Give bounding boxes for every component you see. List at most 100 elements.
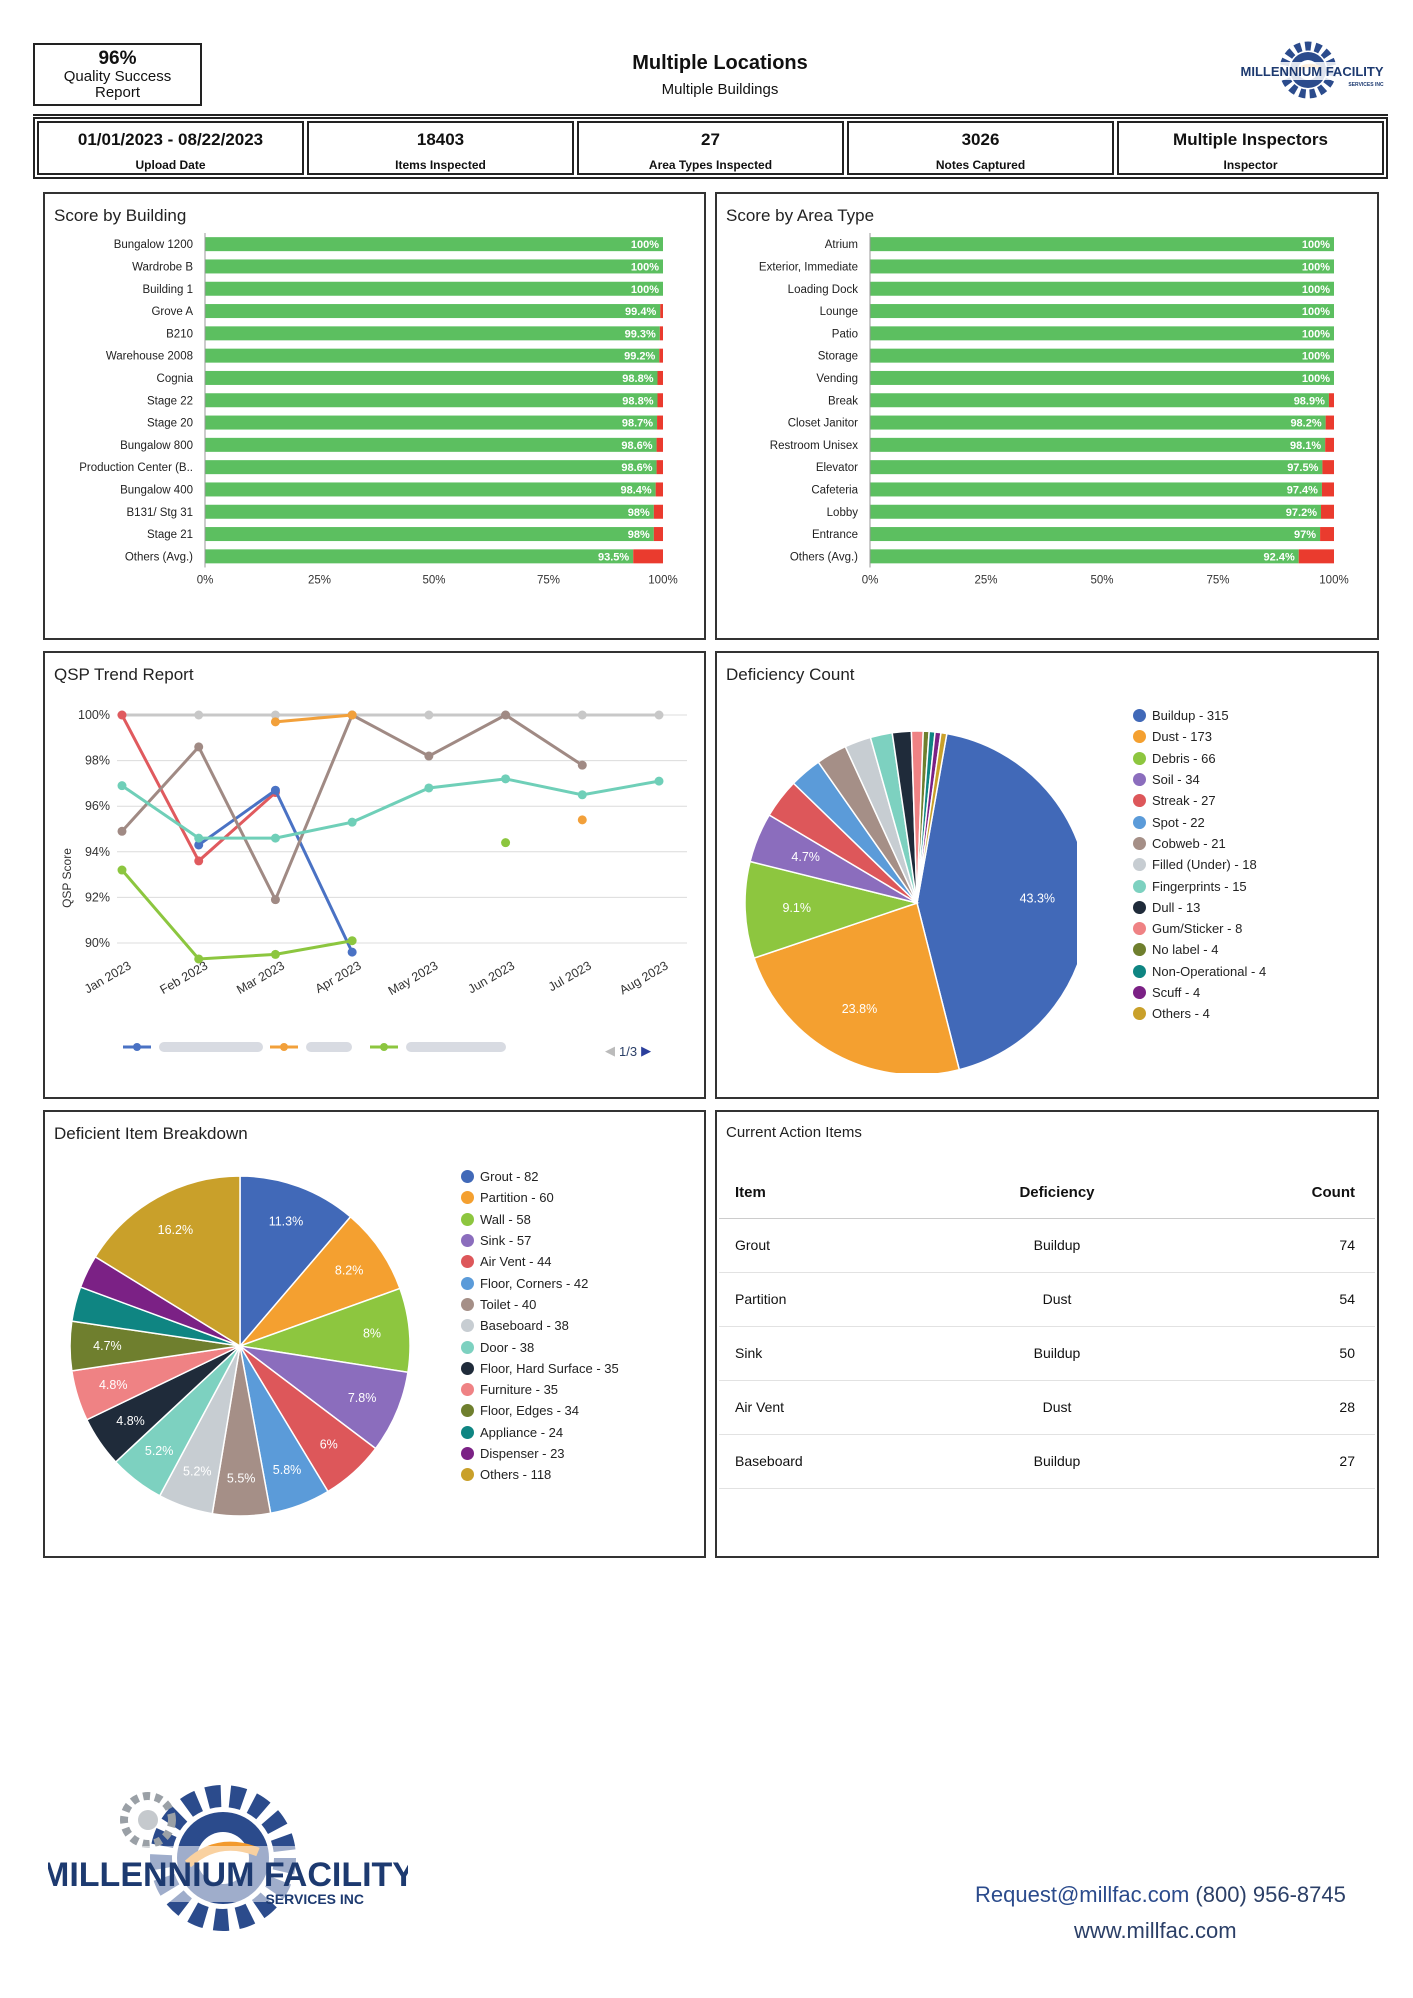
- bar-fail: [655, 482, 663, 497]
- legend-label: Partition - 60: [480, 1190, 554, 1206]
- bar-fail: [1322, 460, 1334, 475]
- stat-upload-date: 01/01/2023 - 08/22/2023 Upload Date: [37, 121, 304, 175]
- legend-item[interactable]: Appliance - 24: [461, 1422, 619, 1443]
- bar-fail: [656, 437, 663, 452]
- series-point: [577, 815, 587, 825]
- logo-small-text: MILLENNIUM FACILITY: [1241, 64, 1384, 79]
- bar-value-label: 98.9%: [1294, 395, 1325, 407]
- x-tick-label: 100%: [1319, 575, 1348, 587]
- pie-slice-label: 4.7%: [791, 850, 820, 864]
- bar-pass: [205, 326, 660, 341]
- legend-item[interactable]: Debris - 66: [1133, 748, 1266, 769]
- table-row[interactable]: Grout Buildup 74: [719, 1218, 1375, 1273]
- bar-pass: [870, 348, 1334, 363]
- legend-item[interactable]: Dust - 173: [1133, 726, 1266, 747]
- pie-slice-label: 4.8%: [99, 1378, 128, 1392]
- bar-value-label: 97.4%: [1287, 484, 1318, 496]
- panel-score-by-area-type: Score by Area Type Atrium 100% Exterior, I…: [715, 192, 1379, 640]
- cell-count: 27: [1215, 1434, 1375, 1489]
- legend-item[interactable]: Toilet - 40: [461, 1294, 619, 1315]
- series-point: [270, 717, 280, 727]
- legend-label-redacted: [306, 1042, 352, 1052]
- legend-item[interactable]: Filled (Under) - 18: [1133, 854, 1266, 875]
- bar-pass: [205, 237, 663, 252]
- logo-small-subtext: SERVICES INC: [1348, 82, 1384, 88]
- legend-item[interactable]: Dull - 13: [1133, 897, 1266, 918]
- bar-category-label: B210: [166, 328, 193, 340]
- stat-label: Inspector: [1223, 158, 1278, 172]
- legend-item[interactable]: Scuff - 4: [1133, 982, 1266, 1003]
- bar-value-label: 99.3%: [625, 328, 656, 340]
- table-row[interactable]: Air Vent Dust 28: [719, 1380, 1375, 1435]
- legend-item[interactable]: Others - 4: [1133, 1003, 1266, 1024]
- column-header-count[interactable]: Count: [1215, 1168, 1375, 1219]
- legend-color-dot: [461, 1234, 474, 1248]
- legend-item[interactable]: Fingerprints - 15: [1133, 875, 1266, 896]
- legend-item[interactable]: Floor, Edges - 34: [461, 1400, 619, 1421]
- bar-category-label: Stage 22: [147, 395, 193, 407]
- legend-color-dot: [1133, 858, 1146, 872]
- pie-slice: [94, 1175, 241, 1348]
- legend-prev-icon[interactable]: ◀: [605, 1043, 615, 1058]
- table-row[interactable]: Partition Dust 54: [719, 1272, 1375, 1327]
- contact-email-link[interactable]: Request@millfac.com: [975, 1882, 1190, 1907]
- legend-item[interactable]: Soil - 34: [1133, 769, 1266, 790]
- legend-item[interactable]: Air Vent - 44: [461, 1251, 619, 1272]
- legend-color-dot: [461, 1361, 474, 1375]
- legend-item[interactable]: Partition - 60: [461, 1187, 619, 1208]
- legend-item[interactable]: Wall - 58: [461, 1209, 619, 1230]
- x-tick-label: 25%: [308, 575, 331, 587]
- stat-label: Notes Captured: [935, 158, 1026, 172]
- line-series: [194, 785, 357, 957]
- bar-category-label: Building 1: [142, 284, 193, 296]
- legend-item[interactable]: Furniture - 35: [461, 1379, 619, 1400]
- legend-color-dot: [1133, 1007, 1146, 1021]
- legend-item[interactable]: Baseboard - 38: [461, 1315, 619, 1336]
- stat-inspector: Multiple Inspectors Inspector: [1117, 121, 1384, 175]
- legend-item[interactable]: Dispenser - 23: [461, 1443, 619, 1464]
- legend-next-icon[interactable]: ▶: [641, 1043, 652, 1058]
- legend-item[interactable]: Floor, Corners - 42: [461, 1272, 619, 1293]
- bar-value-label: 100%: [631, 239, 659, 251]
- quality-summary-box: 96% Quality Success Report: [33, 43, 202, 106]
- pie-slice-label: 7.8%: [348, 1391, 377, 1405]
- series-point: [424, 783, 434, 793]
- pie-slice: [237, 1215, 401, 1348]
- legend-item[interactable]: Cobweb - 21: [1133, 833, 1266, 854]
- legend-item[interactable]: Spot - 22: [1133, 811, 1266, 832]
- series-point: [270, 949, 280, 959]
- table-row[interactable]: Baseboard Buildup 27: [719, 1434, 1375, 1489]
- table-row[interactable]: Sink Buildup 50: [719, 1326, 1375, 1381]
- legend-item[interactable]: Streak - 27: [1133, 790, 1266, 811]
- legend-item[interactable]: Gum/Sticker - 8: [1133, 918, 1266, 939]
- column-header-deficiency[interactable]: Deficiency: [899, 1168, 1215, 1219]
- legend-item[interactable]: Non-Operational - 4: [1133, 961, 1266, 982]
- website-link[interactable]: www.millfac.com: [1074, 1918, 1237, 1943]
- bar-value-label: 100%: [1302, 351, 1330, 363]
- bar-fail: [1298, 549, 1334, 564]
- legend-label: Cobweb - 21: [1152, 835, 1226, 851]
- series-point: [194, 833, 204, 843]
- legend-label: Scuff - 4: [1152, 985, 1201, 1000]
- bar-pass: [870, 460, 1323, 475]
- legend-swatch-dot: [380, 1043, 388, 1051]
- legend-item[interactable]: Door - 38: [461, 1336, 619, 1357]
- panel-deficient-item-breakdown: Deficient Item Breakdown 11.3% 8.2% 8% 7.8%…: [43, 1110, 706, 1558]
- legend-label: Grout - 82: [480, 1169, 539, 1185]
- legend-item[interactable]: Others - 118: [461, 1464, 619, 1485]
- bar-pass: [205, 482, 656, 497]
- bar-category-label: Stage 20: [147, 418, 193, 430]
- y-tick-label: 92%: [85, 890, 110, 904]
- legend-item[interactable]: No label - 4: [1133, 939, 1266, 960]
- cell-deficiency: Dust: [899, 1272, 1215, 1327]
- legend-item[interactable]: Floor, Hard Surface - 35: [461, 1358, 619, 1379]
- legend-item[interactable]: Sink - 57: [461, 1230, 619, 1251]
- x-tick-label: 75%: [1206, 575, 1229, 587]
- legend-item[interactable]: Grout - 82: [461, 1166, 619, 1187]
- x-tick-label: Jun 2023: [466, 958, 518, 996]
- deficiency-count-pie: 43.3% 23.8% 9.1% 4.7%: [744, 730, 1077, 1073]
- pie-slice-label: 43.3%: [1020, 892, 1055, 906]
- column-header-item[interactable]: Item: [719, 1168, 899, 1219]
- legend-item[interactable]: Buildup - 315: [1133, 705, 1266, 726]
- bar-pass: [870, 281, 1334, 296]
